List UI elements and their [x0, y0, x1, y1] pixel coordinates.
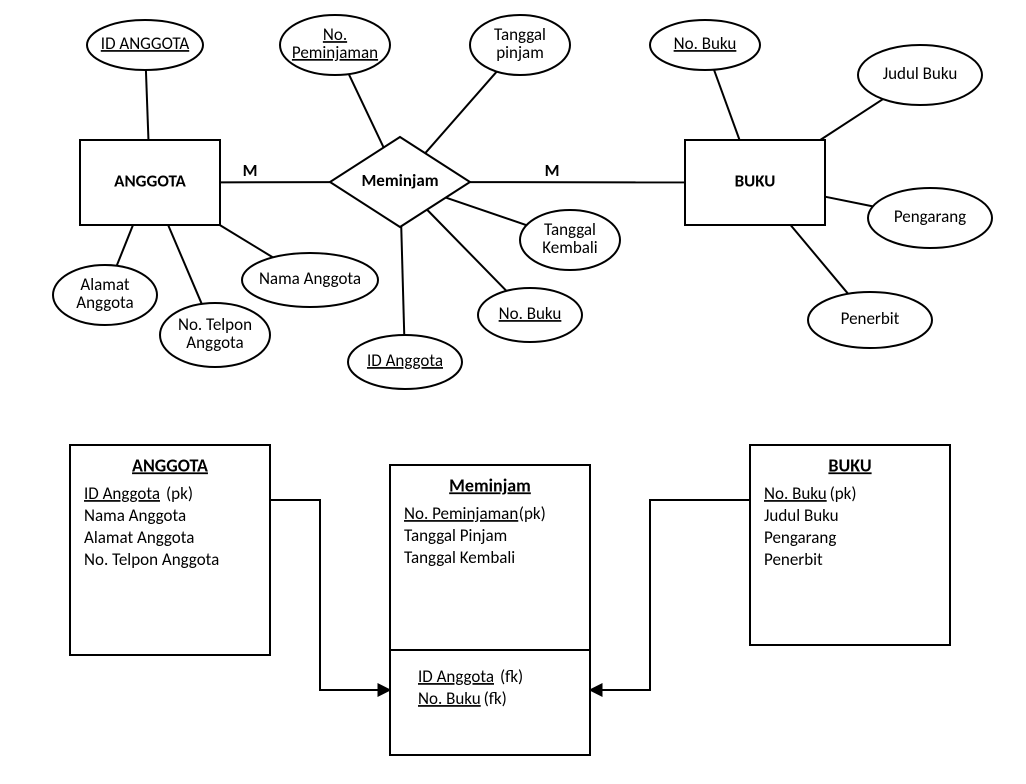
cardinality-left: M: [243, 160, 258, 181]
attribute-pengarang-label: Pengarang: [894, 206, 966, 227]
schema-meminjam-row-2: Tanggal Kembali: [404, 547, 515, 568]
schema-anggota-row-2: Alamat Anggota: [84, 527, 194, 548]
schema-anggota-row-0-suffix: (pk): [166, 483, 193, 504]
schema-connector-1: [590, 500, 750, 690]
schema-table-buku-title: BUKU: [828, 454, 871, 476]
schema-anggota-row-1: Nama Anggota: [84, 505, 186, 526]
schema-table-anggota-title: ANGGOTA: [132, 454, 208, 476]
schema-buku-row-3: Penerbit: [764, 549, 823, 570]
schema-meminjam-row-0-suffix: (pk): [519, 503, 546, 524]
entity-buku-label: BUKU: [735, 171, 776, 192]
attribute-no_buku_attr-label: No. Buku: [499, 303, 562, 324]
relationship-meminjam-label: Meminjam: [361, 170, 438, 191]
attribute-alamat-label: Anggota: [76, 292, 133, 313]
schema-connector-0: [270, 500, 390, 690]
attribute-tgl_kembali-label: Kembali: [542, 237, 597, 258]
schema-meminjam-fk-1-suffix: (fk): [484, 688, 507, 709]
er-diagram: ANGGOTABUKUMeminjamMMID ANGGOTANo.Peminj…: [0, 0, 1026, 784]
schema-table-meminjam-title: Meminjam: [449, 474, 531, 496]
schema-anggota-row-0: ID Anggota: [84, 483, 160, 504]
schema-anggota-row-3: No. Telpon Anggota: [84, 549, 219, 570]
attribute-judul_buku-label: Judul Buku: [883, 63, 958, 84]
attribute-id_anggota_top-label: ID ANGGOTA: [101, 33, 190, 54]
schema-meminjam-row-1: Tanggal Pinjam: [404, 525, 507, 546]
schema-buku-row-0-suffix: (pk): [830, 483, 857, 504]
attribute-no_peminjaman-label: Peminjaman: [292, 42, 378, 63]
schema-buku-row-1: Judul Buku: [764, 505, 839, 526]
schema-meminjam-fk-0: ID Anggota: [418, 666, 494, 687]
cardinality-right: M: [545, 160, 560, 181]
attribute-no_buku_top-label: No. Buku: [674, 33, 737, 54]
attribute-no_telp-label: Anggota: [186, 332, 243, 353]
schema-meminjam-row-0: No. Peminjaman: [404, 503, 518, 524]
schema-meminjam-fk-0-suffix: (fk): [500, 666, 523, 687]
attribute-tgl_pinjam-label: pinjam: [496, 42, 544, 63]
attribute-penerbit-label: Penerbit: [841, 308, 900, 329]
entity-anggota-label: ANGGOTA: [114, 171, 186, 192]
attribute-id_anggota_attr-label: ID Anggota: [367, 350, 443, 371]
schema-meminjam-fk-1: No. Buku: [418, 688, 481, 709]
attribute-nama_anggota-label: Nama Anggota: [259, 268, 361, 289]
schema-buku-row-2: Pengarang: [764, 527, 836, 548]
schema-buku-row-0: No. Buku: [764, 483, 827, 504]
